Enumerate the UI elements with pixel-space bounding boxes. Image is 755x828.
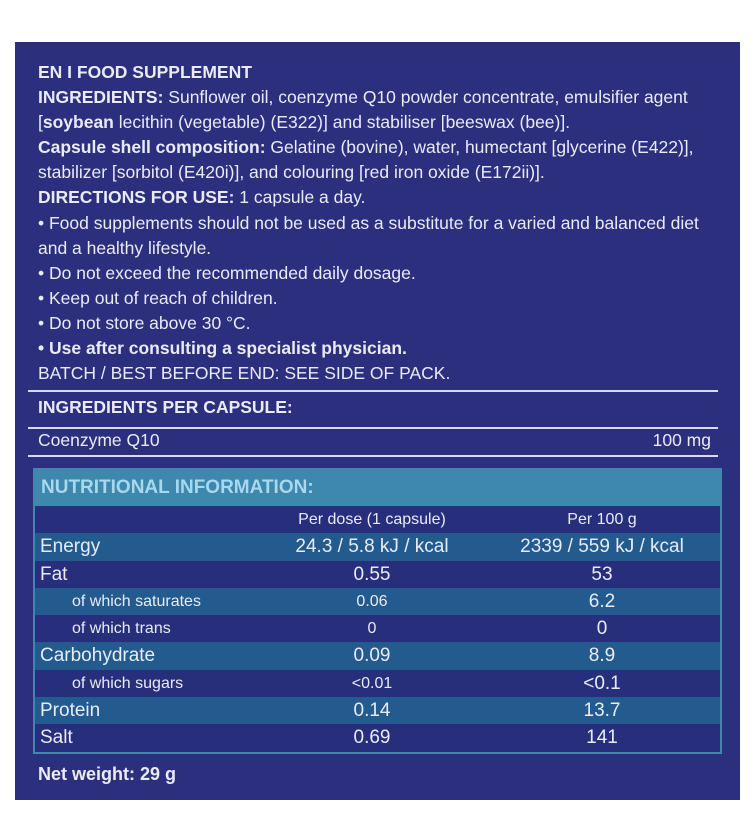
- per-100g-value: <0.1: [583, 672, 621, 694]
- title-text: EN I FOOD SUPPLEMENT: [38, 62, 252, 82]
- warning: • Food supplements should not be used as…: [38, 212, 699, 258]
- per-dose-value: 0.69: [353, 727, 391, 749]
- nutrient-name: Fat: [40, 563, 68, 585]
- per-100g-value: 6.2: [588, 590, 616, 612]
- warning: • Do not store above 30 °C.: [38, 312, 251, 333]
- consult-text: • Use after consulting a specialist phys…: [38, 338, 407, 359]
- separator: [28, 390, 718, 392]
- ingredients-per-capsule-title: INGREDIENTS PER CAPSULE:: [38, 397, 293, 417]
- per-dose-value: 0.55: [353, 563, 391, 585]
- allergen: soybean: [42, 112, 114, 133]
- nutrient-name: Carbohydrate: [40, 645, 156, 667]
- per-100g-value: 2339 / 559 kJ / kcal: [520, 536, 684, 558]
- capsule-shell: Capsule shell composition: Gelatine (bov…: [38, 135, 723, 185]
- per-dose-value: 0.14: [353, 700, 391, 722]
- directions-text: 1 capsule a day.: [234, 187, 366, 208]
- directions-label: DIRECTIONS FOR USE:: [38, 187, 235, 208]
- nutrition-row: Carbohydrate 0.09 8.9: [35, 642, 720, 670]
- separator: [28, 455, 718, 457]
- ingredient-name: Coenzyme Q10: [38, 430, 160, 450]
- net-weight: Net weight: 29 g: [38, 764, 177, 784]
- batch-note: BATCH / BEST BEFORE END: SEE SIDE OF PAC…: [38, 363, 451, 384]
- per-100g-value: 13.7: [583, 700, 621, 722]
- nutrition-row: Protein 0.14 13.7: [35, 697, 720, 725]
- ingredients-text: lecithin (vegetable) (E322)] and stabili…: [113, 112, 571, 133]
- per-dose-value: 0.06: [356, 592, 388, 610]
- per-dose-value: 24.3 / 5.8 kJ / kcal: [295, 536, 449, 558]
- nutrient-name: Salt: [40, 727, 73, 749]
- nutrition-row: of which sugars <0.01 <0.1: [35, 669, 720, 698]
- per-100g-value: 53: [591, 563, 613, 585]
- separator: [28, 427, 718, 429]
- nutrition-row: Energy 24.3 / 5.8 kJ / kcal 2339 / 559 kJ …: [35, 533, 720, 561]
- directions: DIRECTIONS FOR USE: 1 capsule a day.: [38, 185, 723, 210]
- capsule-shell-label: Capsule shell composition:: [38, 137, 266, 158]
- nutrition-title: NUTRITIONAL INFORMATION:: [35, 468, 720, 506]
- per-dose-value: <0.01: [351, 674, 393, 692]
- nutrition-table: NUTRITIONAL INFORMATION: Per dose (1 cap…: [33, 468, 722, 754]
- consult-note: • Use after consulting a specialist phys…: [38, 336, 723, 361]
- column-header: Per 100 g: [567, 511, 637, 528]
- nutrition-row: of which trans 0 0: [35, 615, 720, 643]
- per-100g-value: 8.9: [588, 645, 616, 667]
- label-text: EN I FOOD SUPPLEMENT INGREDIENTS: Sunflo…: [38, 60, 723, 386]
- nutrition-row: of which saturates 0.06 6.2: [35, 587, 720, 616]
- nutrient-name: Protein: [40, 700, 101, 722]
- nutrient-name: of which sugars: [72, 674, 184, 692]
- label-panel: EN I FOOD SUPPLEMENT INGREDIENTS: Sunflo…: [15, 42, 740, 800]
- nutrient-name: Energy: [40, 536, 101, 558]
- nutrient-name: of which trans: [72, 620, 171, 638]
- nutrition-row: Salt 0.69 141: [35, 724, 720, 752]
- per-dose-value: 0: [367, 620, 377, 638]
- column-header-row: Per dose (1 capsule) Per 100 g: [35, 506, 720, 534]
- nutrition-row: Fat 0.55 53: [35, 560, 720, 588]
- ingredients: INGREDIENTS: Sunflower oil, coenzyme Q10…: [38, 85, 723, 135]
- warning: • Keep out of reach of children.: [38, 287, 278, 308]
- capsule-shell-text: Gelatine (bovine), water, humectant [gly…: [38, 137, 694, 183]
- warnings: • Food supplements should not be used as…: [38, 211, 723, 336]
- ingredients-text: Sunflower oil, coenzyme Q10 powder conce…: [38, 87, 688, 133]
- ingredient-row: Coenzyme Q10 100 mg: [38, 430, 711, 451]
- per-100g-value: 0: [596, 618, 608, 640]
- ingredient-amount: 100 mg: [652, 430, 711, 450]
- ingredients-label: INGREDIENTS:: [38, 87, 164, 108]
- warning: • Do not exceed the recommended daily do…: [38, 262, 416, 283]
- title: EN I FOOD SUPPLEMENT: [38, 60, 723, 85]
- column-header: Per dose (1 capsule): [298, 511, 446, 528]
- per-100g-value: 141: [586, 727, 618, 749]
- per-dose-value: 0.09: [353, 645, 391, 667]
- nutrient-name: of which saturates: [72, 592, 201, 610]
